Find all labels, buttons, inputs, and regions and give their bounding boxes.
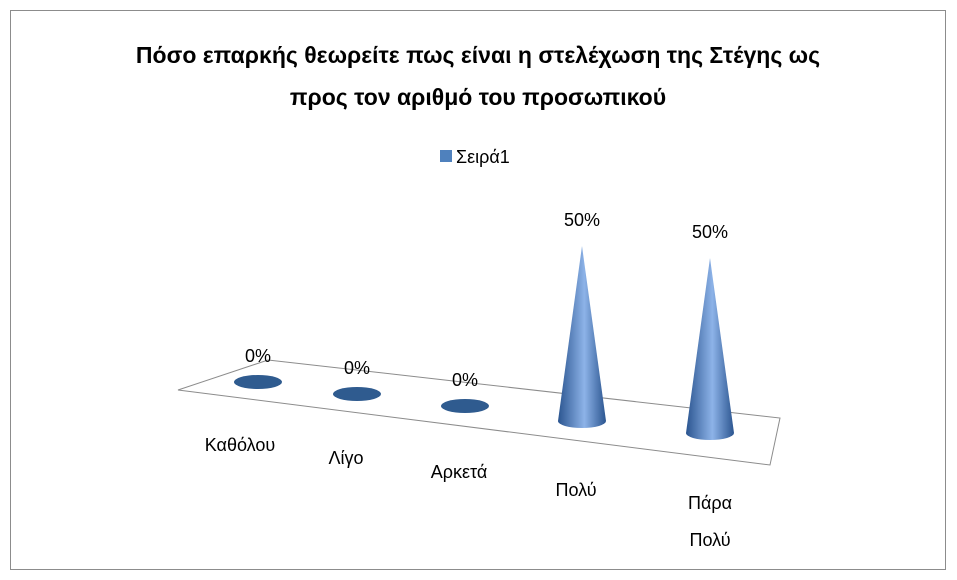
data-label: 0% (344, 358, 370, 378)
x-tick-label: Πολύ (555, 480, 597, 500)
cone (686, 258, 734, 440)
x-tick-label: Πάρα Πολύ (687, 493, 733, 550)
legend-swatch (440, 150, 452, 162)
cone (333, 387, 381, 401)
x-tick-label: Λίγο (328, 448, 364, 468)
cone (441, 399, 489, 413)
chart-title: Πόσο επαρκής θεωρείτε πως είναι η στελέχ… (135, 42, 821, 110)
cone (234, 375, 282, 389)
floor (177, 359, 781, 466)
legend-label: Σειρά1 (456, 147, 510, 167)
data-label: 0% (452, 370, 478, 390)
x-tick-label: Αρκετά (430, 462, 488, 482)
data-label: 0% (245, 346, 271, 366)
cone (558, 246, 606, 428)
x-tick-label: Καθόλου (204, 435, 276, 455)
chart-border (10, 10, 946, 570)
data-label: 50% (564, 210, 600, 230)
data-label: 50% (692, 222, 728, 242)
